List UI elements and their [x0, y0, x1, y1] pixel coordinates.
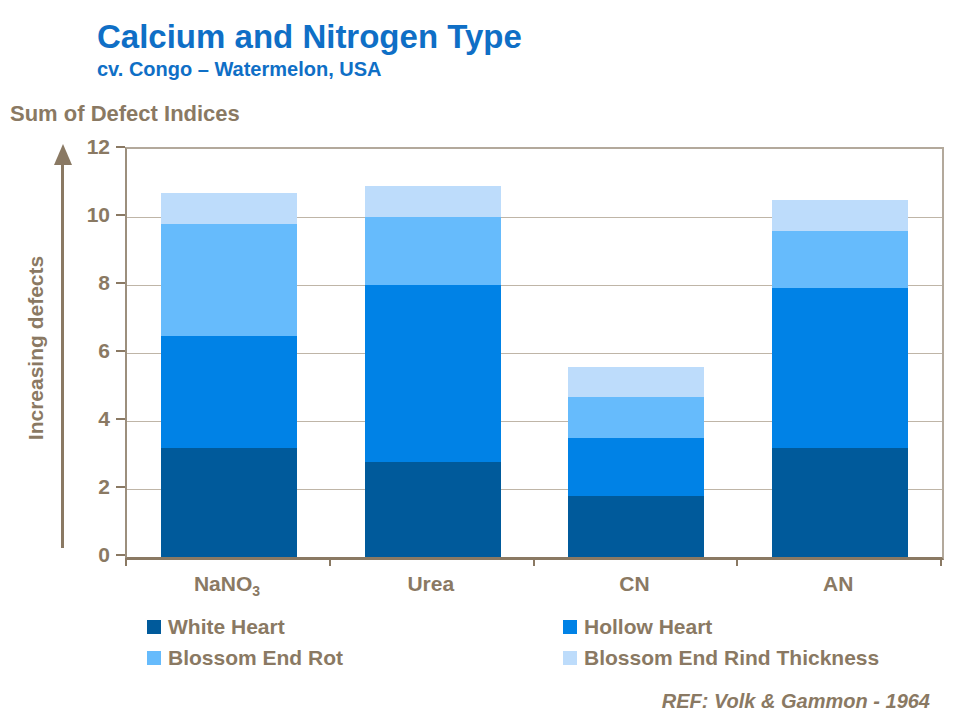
- y-tick-mark: [116, 350, 125, 352]
- legend-label: Hollow Heart: [584, 615, 712, 639]
- bar-segment: [568, 438, 704, 496]
- y-tick-label-2: 2: [50, 476, 110, 498]
- y-tick-label-6: 6: [50, 340, 110, 362]
- bar-segment: [568, 367, 704, 398]
- legend-swatch: [147, 620, 161, 634]
- y-tick-mark: [116, 282, 125, 284]
- y-tick-label-8: 8: [50, 272, 110, 294]
- y-tick-mark: [116, 146, 125, 148]
- legend-item: Blossom End Rot: [147, 643, 563, 672]
- bar-segment: [161, 336, 297, 448]
- legend: White HeartHollow HeartBlossom End RotBl…: [147, 612, 867, 672]
- legend-label: White Heart: [168, 615, 285, 639]
- x-tick-mark: [329, 558, 331, 566]
- y-tick-label-12: 12: [50, 136, 110, 158]
- x-tick-mark: [940, 558, 942, 566]
- legend-item: White Heart: [147, 612, 563, 641]
- plot-area: [125, 147, 944, 560]
- bar-segment: [568, 496, 704, 557]
- x-tick-mark: [736, 558, 738, 566]
- legend-swatch: [147, 651, 161, 665]
- bar-segment: [161, 448, 297, 557]
- bar-segment: [365, 462, 501, 557]
- y-tick-mark: [116, 214, 125, 216]
- y-tick-label-10: 10: [50, 204, 110, 226]
- y-tick-mark: [116, 486, 125, 488]
- slide-canvas: Calcium and Nitrogen Type cv. Congo – Wa…: [0, 0, 960, 720]
- bar-segment: [161, 224, 297, 336]
- bar-segment: [365, 217, 501, 285]
- y-tick-mark: [116, 418, 125, 420]
- bar-segment: [161, 193, 297, 224]
- x-tick-mark: [125, 558, 127, 566]
- bar-segment: [365, 186, 501, 217]
- legend-swatch: [563, 620, 577, 634]
- bar-segment: [772, 448, 908, 557]
- x-category-label: NaNO3: [125, 572, 329, 599]
- x-tick-mark: [533, 558, 535, 566]
- bar-segment: [365, 285, 501, 462]
- legend-item: Blossom End Rind Thickness: [563, 643, 879, 672]
- legend-swatch: [563, 651, 577, 665]
- bar-segment: [772, 200, 908, 231]
- legend-label: Blossom End Rind Thickness: [584, 646, 879, 670]
- y-tick-mark: [116, 554, 125, 556]
- bar-segment: [772, 288, 908, 448]
- x-category-label: AN: [736, 572, 940, 596]
- y-tick-label-0: 0: [50, 544, 110, 566]
- x-category-label: CN: [533, 572, 737, 596]
- bar-segment: [772, 231, 908, 289]
- y-tick-label-4: 4: [50, 408, 110, 430]
- y-axis-title: Increasing defects: [24, 203, 52, 493]
- legend-item: Hollow Heart: [563, 612, 879, 641]
- chart-subtitle: cv. Congo – Watermelon, USA: [97, 58, 381, 81]
- legend-label: Blossom End Rot: [168, 646, 343, 670]
- x-category-label: Urea: [329, 572, 533, 596]
- chart-title: Calcium and Nitrogen Type: [97, 18, 522, 56]
- reference-text: REF: Volk & Gammon - 1964: [662, 690, 930, 713]
- y-axis-heading: Sum of Defect Indices: [10, 101, 240, 127]
- bar-segment: [568, 397, 704, 438]
